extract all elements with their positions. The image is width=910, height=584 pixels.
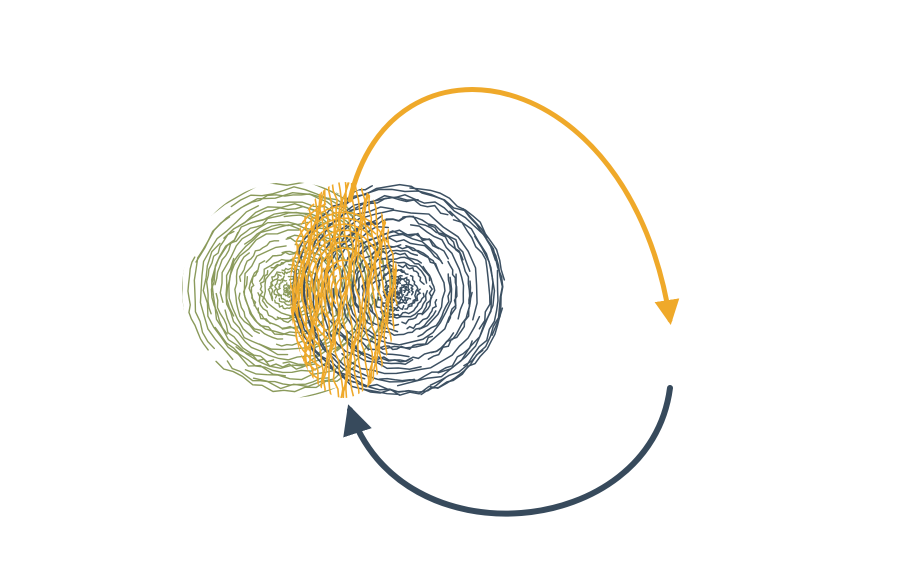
bottom-curved-arrow [350,388,670,514]
top-curved-arrow [350,90,670,320]
